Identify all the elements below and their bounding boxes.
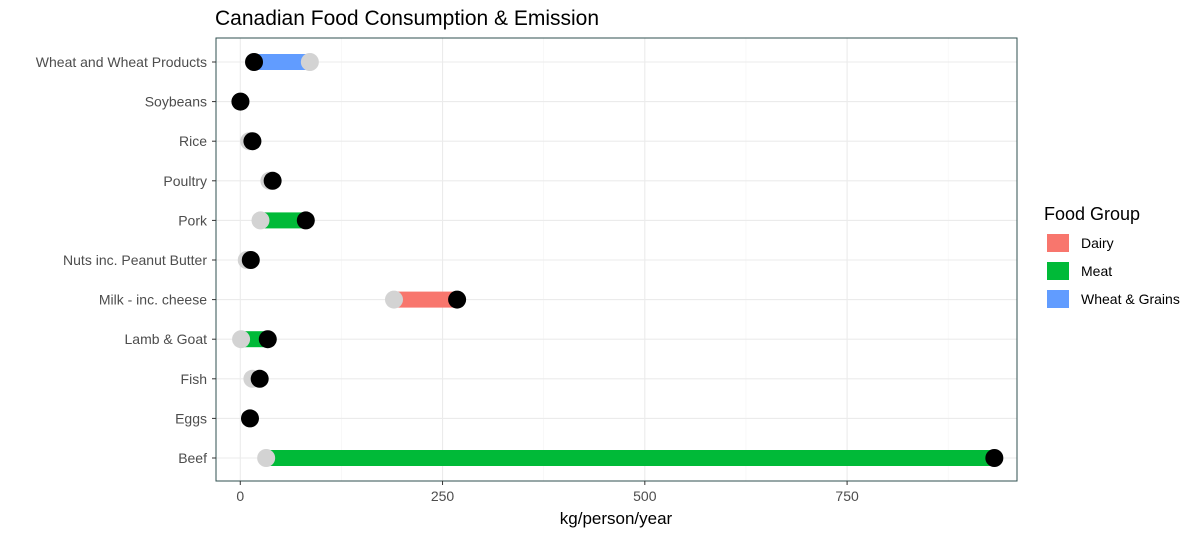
legend-label: Wheat & Grains	[1081, 291, 1180, 307]
y-tick-label: Eggs	[175, 410, 207, 426]
y-axis-ticks: Wheat and Wheat Products Soybeans Rice Poul…	[36, 54, 216, 466]
y-tick-label: Wheat and Wheat Products	[36, 54, 207, 70]
x-tick-label: 250	[431, 488, 455, 504]
legend-title: Food Group	[1044, 204, 1140, 224]
legend-swatch	[1047, 290, 1069, 308]
y-tick-label: Rice	[179, 133, 207, 149]
legend-swatch	[1047, 262, 1069, 280]
consumption-point	[232, 330, 250, 348]
range-bar	[394, 292, 457, 308]
y-tick-label: Poultry	[163, 173, 207, 189]
x-tick-label: 500	[633, 488, 657, 504]
emission-point	[448, 291, 466, 309]
emission-point	[245, 53, 263, 71]
y-tick-label: Pork	[178, 212, 208, 228]
consumption-point	[385, 291, 403, 309]
y-tick-label: Soybeans	[145, 94, 207, 110]
consumption-point	[257, 449, 275, 467]
x-axis-ticks: 0 250 500 750	[236, 481, 859, 504]
legend-label: Dairy	[1081, 235, 1114, 251]
legend-swatch	[1047, 234, 1069, 252]
consumption-point	[301, 53, 319, 71]
emission-point	[231, 93, 249, 111]
emission-point	[241, 409, 259, 427]
y-tick-label: Beef	[178, 450, 207, 466]
grid	[216, 38, 1017, 481]
x-axis-label: kg/person/year	[560, 509, 673, 528]
y-tick-label: Nuts inc. Peanut Butter	[63, 252, 207, 268]
x-tick-label: 0	[236, 488, 244, 504]
y-tick-label: Lamb & Goat	[125, 331, 208, 347]
chart-title: Canadian Food Consumption & Emission	[215, 7, 599, 30]
emission-point	[251, 370, 269, 388]
legend: Food Group Dairy Meat Wheat & Grains	[1044, 204, 1180, 308]
emission-point	[243, 132, 261, 150]
range-bar	[266, 450, 994, 466]
emission-point	[297, 211, 315, 229]
consumption-point	[252, 211, 270, 229]
emission-point	[259, 330, 277, 348]
x-tick-label: 750	[835, 488, 859, 504]
emission-point	[264, 172, 282, 190]
emission-point	[985, 449, 1003, 467]
y-tick-label: Fish	[181, 371, 207, 387]
legend-label: Meat	[1081, 263, 1112, 279]
emission-point	[242, 251, 260, 269]
y-tick-label: Milk - inc. cheese	[99, 292, 207, 308]
